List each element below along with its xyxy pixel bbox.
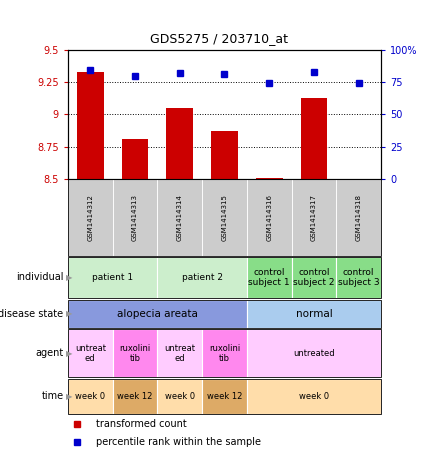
Text: untreat
ed: untreat ed [75,344,106,363]
Bar [68,179,113,256]
Bar [113,179,157,256]
Bar [202,379,247,414]
Text: alopecia areata: alopecia areata [117,308,198,319]
Bar [247,379,381,414]
Text: untreated: untreated [293,349,335,358]
Text: ruxolini
tib: ruxolini tib [209,344,240,363]
Bar [157,379,202,414]
Bar [292,179,336,256]
Text: transformed count: transformed count [96,419,187,429]
Bar [157,257,247,298]
Text: ▶: ▶ [66,309,72,318]
Bar [202,179,247,256]
Text: ruxolini
tib: ruxolini tib [120,344,151,363]
Text: ▶: ▶ [66,392,72,401]
Text: GSM1414317: GSM1414317 [311,194,317,241]
Text: percentile rank within the sample: percentile rank within the sample [96,437,261,447]
Bar [256,178,283,179]
Bar [202,329,247,377]
Bar [166,108,193,179]
Text: week 0: week 0 [165,392,195,401]
Text: time: time [41,391,64,401]
Text: ▶: ▶ [66,273,72,282]
Text: week 0: week 0 [299,392,329,401]
Text: GSM1414318: GSM1414318 [356,194,362,241]
Text: control
subject 1: control subject 1 [248,268,290,287]
Text: individual: individual [16,272,64,283]
Text: control
subject 3: control subject 3 [338,268,379,287]
Bar [157,179,202,256]
Bar [336,257,381,298]
Text: patient 1: patient 1 [92,273,133,282]
Text: untreat
ed: untreat ed [164,344,195,363]
Text: ▶: ▶ [66,349,72,358]
Text: week 12: week 12 [117,392,153,401]
Bar [68,299,247,328]
Bar [68,257,157,298]
Bar [113,379,157,414]
Text: GSM1414314: GSM1414314 [177,194,183,241]
Text: GSM1414313: GSM1414313 [132,194,138,241]
Bar [300,97,327,179]
Bar [157,329,202,377]
Bar [122,139,148,179]
Text: GSM1414316: GSM1414316 [266,194,272,241]
Text: GDS5275 / 203710_at: GDS5275 / 203710_at [150,32,288,45]
Bar [247,179,292,256]
Bar [292,257,336,298]
Bar [247,299,381,328]
Bar [247,329,381,377]
Bar [247,257,292,298]
Bar [336,179,381,256]
Text: GSM1414315: GSM1414315 [222,194,227,241]
Bar [211,131,238,179]
Bar [77,72,104,179]
Text: control
subject 2: control subject 2 [293,268,335,287]
Text: week 12: week 12 [207,392,242,401]
Text: normal: normal [296,308,332,319]
Bar [68,379,113,414]
Bar [68,329,113,377]
Text: disease state: disease state [0,308,64,319]
Text: agent: agent [35,348,64,358]
Bar [113,329,157,377]
Text: GSM1414312: GSM1414312 [87,194,93,241]
Text: week 0: week 0 [75,392,105,401]
Text: patient 2: patient 2 [182,273,223,282]
